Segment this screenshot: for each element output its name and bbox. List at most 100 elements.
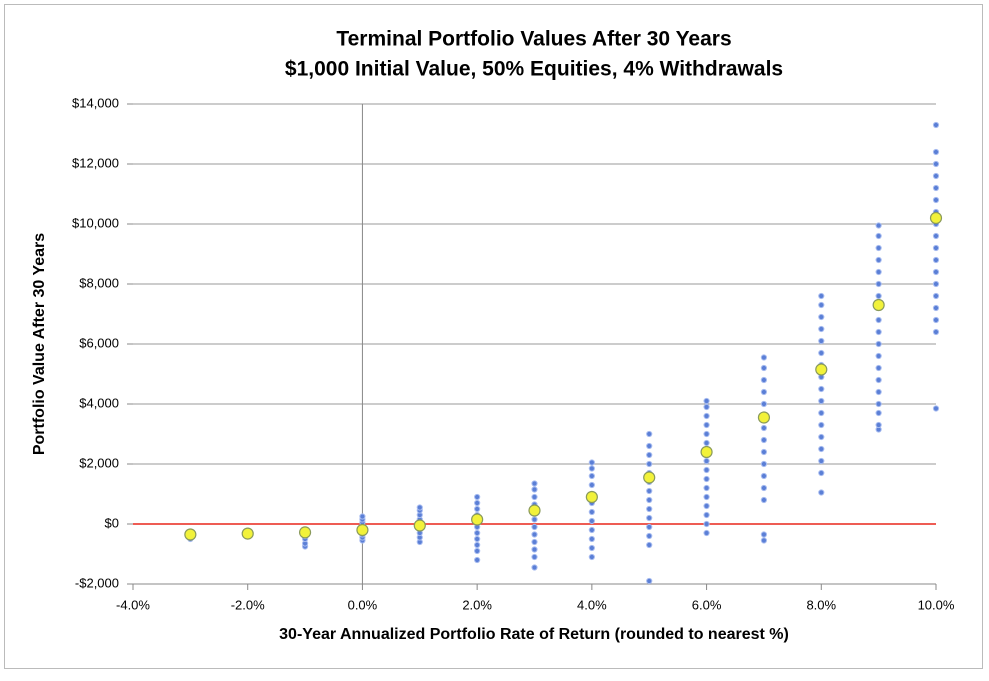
data-point	[588, 526, 595, 534]
data-point	[416, 504, 423, 511]
data-point	[531, 486, 538, 493]
mean-point	[184, 528, 197, 541]
data-point	[474, 547, 481, 555]
mean-point	[757, 411, 771, 424]
data-point	[875, 280, 882, 288]
data-point	[646, 523, 653, 531]
data-point	[932, 121, 940, 129]
data-point	[646, 487, 653, 495]
data-point	[760, 484, 768, 492]
y-tick-label: $2,000	[79, 455, 119, 470]
chart-title: Terminal Portfolio Values After 30 Years	[336, 28, 731, 51]
data-point	[875, 268, 882, 276]
data-point	[875, 364, 882, 372]
data-point	[875, 256, 882, 264]
data-point	[875, 340, 882, 348]
data-point	[646, 430, 653, 438]
data-point	[875, 292, 882, 300]
data-point	[760, 496, 768, 504]
data-point	[474, 556, 481, 564]
data-point	[703, 403, 710, 411]
data-point	[932, 232, 940, 240]
data-point	[531, 516, 538, 523]
y-axis-label: Portfolio Value After 30 Years	[31, 233, 48, 455]
data-point	[818, 457, 825, 465]
data-point	[474, 499, 481, 507]
x-tick-label: 10.0%	[918, 597, 955, 612]
data-point	[818, 301, 825, 309]
data-point	[703, 421, 710, 429]
data-point	[875, 222, 882, 229]
data-point	[760, 364, 768, 372]
x-tick-label: 0.0%	[348, 597, 378, 612]
data-point	[646, 460, 653, 468]
data-point	[875, 244, 882, 252]
data-point	[818, 385, 825, 393]
data-point	[818, 397, 825, 405]
data-point	[703, 511, 710, 519]
mean-point	[815, 363, 828, 376]
data-point	[646, 577, 653, 585]
data-point	[474, 541, 481, 549]
x-tick-label: 8.0%	[806, 597, 836, 612]
mean-point	[241, 527, 254, 540]
data-point	[818, 337, 825, 345]
chart-frame	[4, 4, 983, 669]
data-point	[932, 292, 940, 300]
data-point	[531, 531, 538, 538]
data-point	[359, 513, 366, 520]
data-point	[703, 457, 710, 465]
data-point	[932, 184, 940, 192]
y-tick-label: $12,000	[72, 155, 119, 170]
data-point	[646, 505, 653, 513]
data-point	[474, 529, 481, 537]
data-point	[760, 424, 768, 432]
data-point	[703, 412, 710, 420]
mean-point	[929, 211, 943, 225]
data-point	[531, 538, 538, 546]
data-point	[703, 475, 710, 483]
data-point	[703, 439, 710, 447]
data-point	[875, 388, 882, 396]
data-point	[818, 325, 825, 333]
data-point	[703, 430, 710, 438]
data-point	[588, 544, 595, 552]
data-point	[932, 304, 940, 312]
data-point	[588, 459, 595, 466]
mean-point	[298, 526, 312, 539]
data-point	[703, 397, 710, 405]
data-point	[474, 493, 481, 501]
data-point	[932, 328, 940, 336]
data-point	[875, 232, 882, 240]
data-point	[646, 451, 653, 459]
data-point	[875, 328, 882, 336]
data-point	[588, 535, 595, 543]
x-tick-label: 2.0%	[462, 597, 492, 612]
data-point	[531, 546, 538, 553]
data-point	[818, 433, 825, 441]
data-point	[818, 421, 825, 429]
mean-point	[643, 471, 656, 484]
data-point	[703, 502, 710, 510]
y-tick-label: $10,000	[72, 215, 119, 230]
data-point	[932, 196, 940, 204]
data-point	[588, 517, 595, 525]
data-point	[818, 313, 825, 321]
data-point	[588, 481, 595, 489]
mean-point	[413, 519, 426, 532]
data-point	[760, 531, 768, 538]
data-point	[760, 460, 768, 468]
data-point	[703, 520, 710, 528]
data-point	[760, 388, 768, 396]
data-point	[646, 532, 653, 540]
data-point	[588, 508, 595, 516]
data-point	[818, 409, 825, 417]
data-point	[932, 405, 940, 412]
data-point	[760, 354, 768, 361]
x-tick-label: -4.0%	[116, 597, 150, 612]
data-point	[703, 493, 710, 501]
x-tick-label: 6.0%	[692, 597, 722, 612]
data-point	[818, 292, 825, 300]
data-point	[760, 376, 768, 384]
